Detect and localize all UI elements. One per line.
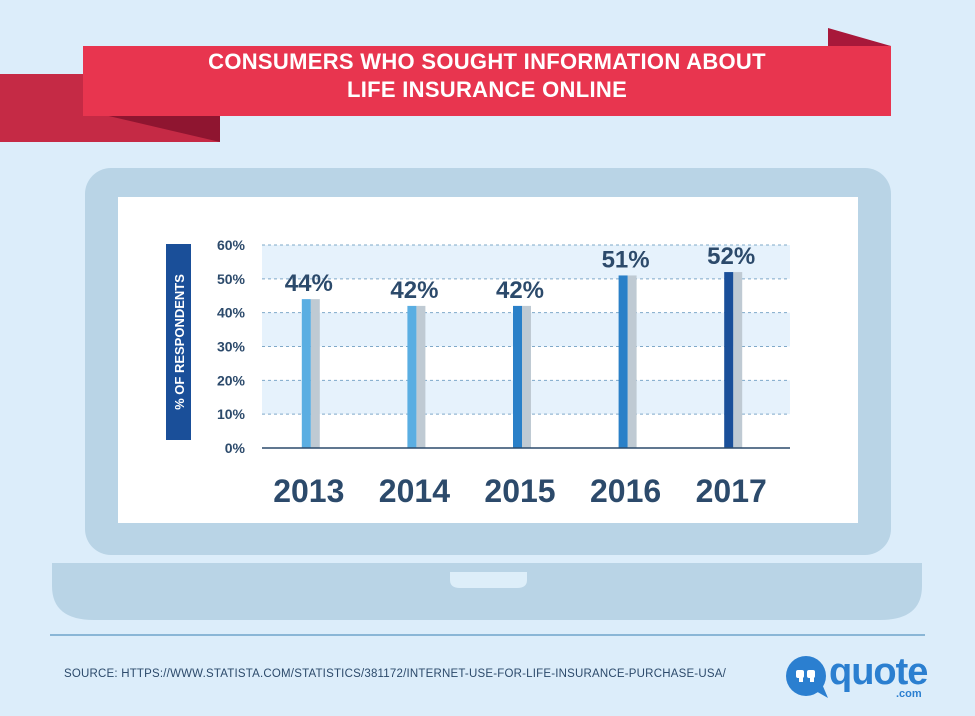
bar: [513, 305, 522, 448]
value-label: 51%: [602, 246, 650, 273]
footer-divider: [50, 634, 925, 636]
bar-shadow: [627, 275, 637, 448]
bar: [618, 275, 628, 448]
chart-title-line-1: CONSUMERS WHO SOUGHT INFORMATION ABOUT: [208, 49, 766, 74]
title-ribbon: [0, 28, 891, 142]
bar-shadow: [733, 272, 743, 448]
bar: [407, 305, 417, 448]
ribbon-left-fold: [83, 110, 220, 142]
value-label: 44%: [285, 270, 333, 297]
bars: [301, 272, 743, 448]
y-tick-label: 40%: [217, 305, 246, 321]
ribbon-main: [83, 46, 891, 116]
chart-title: CONSUMERS WHO SOUGHT INFORMATION ABOUT L…: [83, 48, 891, 104]
source-citation: SOURCE: HTTPS://WWW.STATISTA.COM/STATIST…: [64, 668, 726, 680]
laptop-base: [52, 563, 922, 620]
y-tick-label: 10%: [217, 406, 246, 422]
value-label: 42%: [390, 277, 438, 304]
quote-logo[interactable]: quote .com: [784, 652, 934, 702]
bar-chart: 0% 10% 20% 30% 40% 50% 60% 44% 42% 42% 51% 52% 201…: [166, 237, 790, 509]
y-axis-label-box: % OF RESPONDENTS: [166, 244, 191, 440]
y-tick-label: 60%: [217, 237, 246, 253]
bar-shadow: [310, 299, 320, 448]
bar: [724, 272, 734, 448]
y-tick-label: 50%: [217, 271, 246, 287]
bar: [301, 299, 311, 448]
logo-suffix: .com: [896, 688, 922, 700]
x-tick-label: 2016: [590, 473, 661, 509]
x-tick-label: 2013: [273, 473, 344, 509]
laptop-notch: [450, 572, 527, 588]
grid-band: [262, 245, 790, 279]
chart-title-line-2: LIFE INSURANCE ONLINE: [346, 77, 628, 102]
bar-shadow: [416, 305, 426, 448]
y-tick-label: 0%: [225, 440, 246, 456]
y-axis-label: % OF RESPONDENTS: [172, 274, 187, 410]
value-label: 42%: [496, 277, 544, 304]
x-tick-label: 2017: [696, 473, 767, 509]
bar-shadow: [522, 305, 531, 448]
speech-bubble-quote-icon: [786, 656, 828, 698]
y-tick-labels: 0% 10% 20% 30% 40% 50% 60%: [217, 237, 246, 456]
y-axis-label-bg: [166, 244, 191, 440]
value-labels: 44% 42% 42% 51% 52%: [285, 243, 755, 304]
x-tick-labels: 2013 2014 2015 2016 2017: [273, 473, 767, 509]
x-tick-label: 2015: [484, 473, 555, 509]
y-tick-label: 30%: [217, 339, 246, 355]
y-tick-label: 20%: [217, 372, 246, 388]
logo-word: quote: [829, 651, 928, 693]
x-tick-label: 2014: [379, 473, 450, 509]
value-label: 52%: [707, 243, 755, 270]
